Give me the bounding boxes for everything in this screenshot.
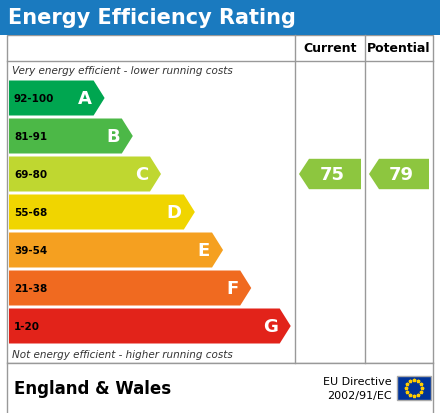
Text: 75: 75 — [320, 166, 345, 183]
Text: Potential: Potential — [367, 43, 431, 55]
Text: 21-38: 21-38 — [14, 283, 47, 293]
Polygon shape — [369, 159, 429, 190]
Text: 2002/91/EC: 2002/91/EC — [327, 390, 392, 400]
Text: G: G — [263, 317, 278, 335]
Text: 39-54: 39-54 — [14, 245, 47, 255]
Text: E: E — [198, 242, 210, 259]
Polygon shape — [9, 309, 291, 344]
Polygon shape — [9, 119, 133, 154]
Text: Energy Efficiency Rating: Energy Efficiency Rating — [8, 8, 296, 28]
Bar — [0, 0, 440, 36]
Polygon shape — [9, 81, 105, 116]
Text: Current: Current — [303, 43, 357, 55]
Text: 92-100: 92-100 — [14, 94, 55, 104]
Text: F: F — [226, 279, 238, 297]
Text: 1-20: 1-20 — [14, 321, 40, 331]
Text: C: C — [135, 166, 148, 183]
Polygon shape — [9, 271, 251, 306]
Text: B: B — [106, 128, 120, 146]
Text: A: A — [78, 90, 92, 108]
Polygon shape — [9, 233, 223, 268]
Text: 79: 79 — [389, 166, 414, 183]
Text: 55-68: 55-68 — [14, 207, 47, 218]
Text: England & Wales: England & Wales — [14, 379, 171, 397]
Text: Not energy efficient - higher running costs: Not energy efficient - higher running co… — [12, 349, 233, 359]
Bar — [7, 36, 433, 363]
Text: 81-91: 81-91 — [14, 132, 47, 142]
Text: EU Directive: EU Directive — [323, 376, 392, 386]
Polygon shape — [9, 157, 161, 192]
Polygon shape — [299, 159, 361, 190]
Text: Very energy efficient - lower running costs: Very energy efficient - lower running co… — [12, 66, 233, 76]
Text: D: D — [167, 204, 182, 221]
Text: 69-80: 69-80 — [14, 170, 47, 180]
Bar — [397, 376, 431, 400]
Bar — [0, 363, 440, 413]
Polygon shape — [9, 195, 195, 230]
